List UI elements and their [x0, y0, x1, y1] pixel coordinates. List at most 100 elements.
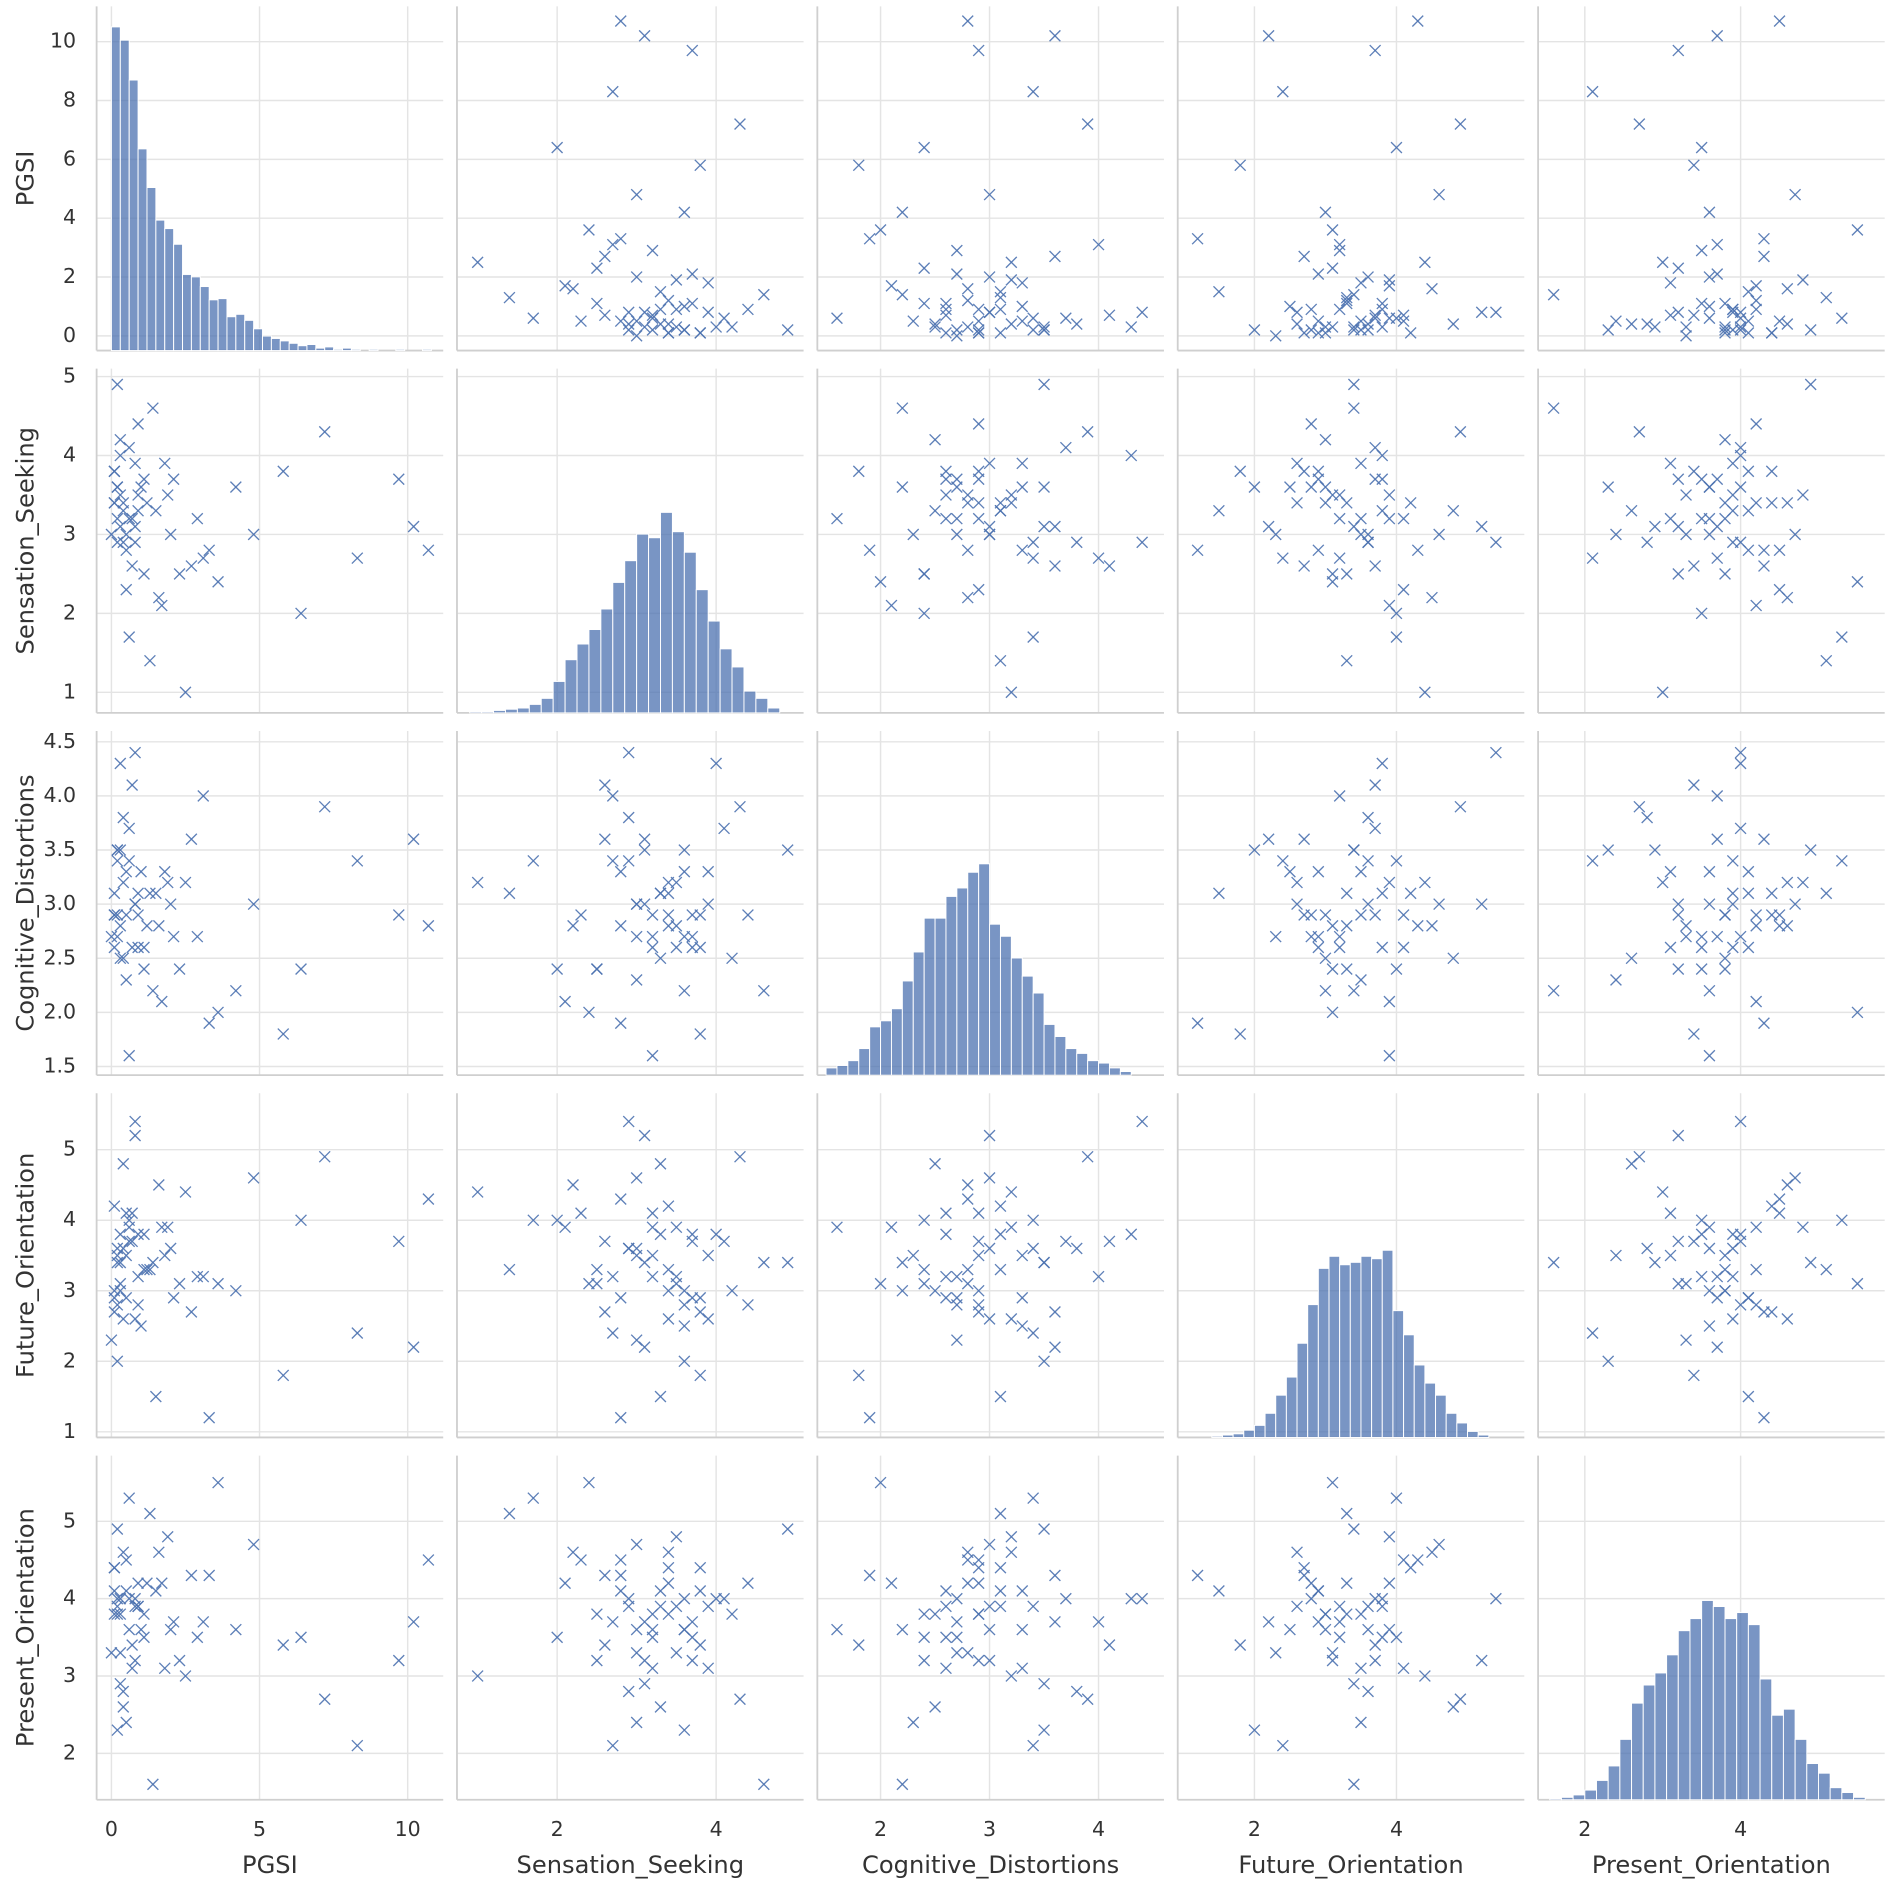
scatter-point [1213, 285, 1225, 298]
marker-stroke [185, 833, 198, 846]
marker-stroke [590, 262, 603, 275]
scatter-point [114, 1646, 127, 1659]
marker-stroke [1672, 963, 1685, 975]
marker-stroke [1383, 1577, 1396, 1590]
scatter-point [117, 1242, 130, 1255]
marker-stroke [229, 1284, 242, 1297]
scatter-point [1711, 1341, 1724, 1354]
scatter-point [117, 876, 130, 889]
histogram-bar [395, 348, 406, 352]
scatter-point [929, 1608, 941, 1621]
marker-stroke [167, 930, 180, 943]
scatter-point [135, 1320, 147, 1332]
marker-stroke [1291, 898, 1303, 911]
marker-stroke [583, 1006, 595, 1019]
scatter-point [1376, 297, 1389, 310]
scatter-point [614, 1193, 627, 1205]
marker-stroke [686, 1615, 699, 1628]
scatter-point [983, 1129, 996, 1142]
marker-stroke [1703, 528, 1716, 541]
scatter-point [146, 402, 159, 415]
scatter-point [185, 560, 198, 572]
marker-stroke [983, 306, 996, 319]
marker-stroke [114, 1228, 127, 1241]
scatter-point [1016, 457, 1029, 470]
scatter-point [1680, 329, 1692, 342]
scatter-point [1038, 1677, 1050, 1690]
marker-stroke [1362, 1600, 1374, 1613]
marker-stroke [1312, 465, 1325, 478]
marker-stroke [108, 909, 121, 921]
marker-stroke [161, 1221, 174, 1234]
marker-stroke [155, 1221, 168, 1234]
scatter-point [1326, 919, 1339, 932]
scatter-point [1362, 528, 1374, 541]
marker-stroke [630, 188, 643, 201]
marker-stroke [1672, 1235, 1685, 1248]
marker-stroke [961, 1263, 974, 1276]
marker-stroke [1027, 536, 1040, 549]
scatter-point [179, 876, 192, 889]
scatter-point [1284, 865, 1296, 878]
x-tick-label: 2 [1248, 1817, 1261, 1841]
marker-stroke [961, 1554, 974, 1566]
scatter-point [983, 1313, 996, 1325]
marker-stroke [918, 297, 931, 310]
scatter-point [108, 465, 121, 478]
marker-stroke [646, 1662, 659, 1675]
scatter-point [1383, 599, 1396, 612]
marker-stroke [670, 919, 683, 932]
scatter-point [197, 1615, 210, 1628]
y-axis-label: Sensation_Seeking [12, 427, 40, 654]
scatter-point [1602, 481, 1615, 493]
marker-stroke [1333, 552, 1346, 565]
marker-stroke [983, 188, 996, 201]
marker-stroke [152, 1179, 165, 1191]
scatter-point [1703, 865, 1716, 878]
marker-stroke [1820, 887, 1833, 900]
marker-stroke [1103, 1639, 1116, 1651]
marker-stroke [781, 844, 794, 856]
scatter-point [138, 473, 150, 486]
scatter-point [1016, 1249, 1029, 1262]
marker-stroke [1750, 599, 1763, 612]
scatter-point [392, 473, 405, 486]
marker-stroke [662, 318, 675, 330]
marker-stroke [108, 887, 121, 900]
histogram-bar [767, 707, 781, 714]
marker-stroke [1719, 909, 1731, 921]
scatter-point [726, 1608, 738, 1621]
scatter-point [757, 1778, 770, 1791]
marker-stroke [678, 844, 691, 856]
scatter-point [1742, 326, 1755, 339]
scatter-point [1726, 504, 1739, 517]
marker-stroke [173, 1654, 186, 1667]
marker-stroke [1742, 465, 1755, 478]
scatter-point [407, 833, 420, 846]
marker-stroke [111, 844, 124, 856]
scatter-point [678, 1724, 691, 1737]
marker-stroke [144, 654, 156, 667]
scatter-point [247, 1538, 260, 1551]
scatter-point [614, 1017, 627, 1030]
marker-stroke [1276, 1739, 1289, 1752]
marker-stroke [1362, 811, 1374, 824]
marker-stroke [138, 568, 150, 580]
scatter-point [1027, 1492, 1040, 1505]
scatter-point [1362, 1623, 1374, 1636]
marker-stroke [1610, 1249, 1622, 1262]
scatter-point [149, 504, 162, 517]
scatter-point [229, 1284, 242, 1297]
scatter-point [1475, 306, 1488, 319]
scatter-point [918, 607, 931, 620]
scatter-point [1703, 300, 1716, 313]
scatter-point [885, 279, 898, 292]
scatter-point [1049, 1341, 1061, 1354]
histogram-bar [719, 648, 733, 714]
histogram-bar [880, 1020, 892, 1076]
scatter-point [111, 930, 124, 943]
scatter-point [1333, 930, 1346, 943]
histogram-bar [1841, 1792, 1855, 1801]
histogram-bar [1619, 1738, 1633, 1801]
scatter-point [757, 1256, 770, 1269]
